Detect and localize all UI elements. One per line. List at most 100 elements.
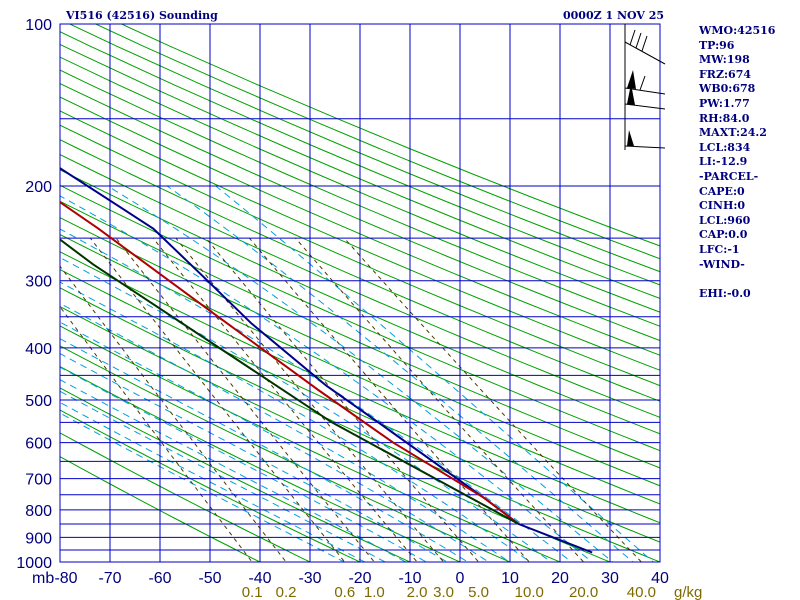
temperature-tick-label: 20 [551, 570, 569, 587]
moist-adiabat-line [60, 338, 469, 562]
mixing-ratio-line [115, 237, 376, 562]
temperature-tick-label: -80 [54, 570, 77, 587]
moist-adiabat-line [60, 256, 552, 562]
dry-adiabat-line [60, 432, 312, 562]
mixing-ratio-unit-label: g/kg [674, 584, 702, 600]
sounding-stats-panel: WMO:42516 TP:96 MW:198 FRZ:674 WB0:678 PW:1.7… [699, 24, 775, 301]
temperature-tick-label: 40 [651, 570, 669, 587]
dewpoint-profile-line [60, 201, 520, 525]
temperature-tick-label: -30 [298, 570, 321, 587]
dry-adiabat-line [60, 251, 660, 524]
wind-barb-icon [624, 84, 666, 110]
pressure-tick-label: 200 [25, 179, 52, 196]
stat-item: LFC:-1 [699, 242, 740, 256]
dry-adiabat-line [60, 409, 362, 562]
stat-item: CAPE:0 [699, 184, 745, 198]
pressure-tick-label: 100 [25, 17, 52, 34]
stat-item: CINH:0 [699, 199, 746, 213]
dry-adiabat-line [94, 24, 660, 260]
mixing-ratio-label: 40.0 [627, 584, 656, 600]
stat-item: LCL:834 [699, 140, 751, 154]
moist-adiabat-line [60, 366, 428, 562]
moist-adiabat-line [60, 401, 366, 562]
stat-item: LI:-12.9 [699, 155, 748, 169]
moist-adiabat-line [166, 185, 634, 562]
temperature-tick-label: -20 [348, 570, 371, 587]
moist-adiabat-line [60, 228, 573, 562]
pressure-tick-label: 800 [25, 503, 52, 520]
sounding-timestamp: 0000Z 1 NOV 25 [563, 9, 665, 22]
mixing-ratio-label: 5.0 [468, 584, 489, 600]
dry-adiabat-line [60, 456, 262, 562]
temperature-tick-label: -10 [398, 570, 421, 587]
moist-adiabat-line [60, 302, 511, 562]
mixing-ratio-line [60, 265, 287, 562]
stat-item: -WIND- [699, 257, 745, 271]
stat-item: LCL:960 [699, 213, 751, 227]
mixing-ratio-label: 3.0 [433, 584, 454, 600]
dry-adiabat-line [60, 287, 660, 562]
mixing-ratio-label: 0.6 [334, 584, 355, 600]
pressure-unit-label: mb [32, 570, 54, 587]
temperature-tick-label: -70 [98, 570, 121, 587]
mixing-ratio-label: 0.2 [276, 584, 297, 600]
stat-item: FRZ:674 [699, 67, 752, 81]
mixing-ratio-label: 20.0 [569, 584, 598, 600]
temperature-tick-label: -40 [248, 570, 271, 587]
moist-adiabat-line [60, 281, 532, 562]
pressure-tick-label: 900 [25, 530, 52, 547]
plot-frame [59, 23, 661, 563]
wind-barb-icon [624, 29, 666, 65]
pressure-tick-label: 700 [25, 472, 52, 489]
dry-adiabat-line [60, 268, 660, 543]
mixing-ratio-label: 0.1 [242, 584, 263, 600]
wind-barb-icon [624, 130, 666, 149]
temperature-tick-label: 30 [601, 570, 619, 587]
dry-adiabat-line [60, 306, 612, 562]
stat-item: RH:84.0 [699, 111, 750, 125]
moist-adiabat-line [60, 390, 387, 562]
dry-adiabat-line [68, 24, 660, 273]
pressure-temperature-grid [59, 23, 661, 563]
mixing-ratio-label: 2.0 [407, 584, 428, 600]
moist-adiabat-line [60, 353, 449, 562]
temperature-tick-label: -60 [148, 570, 171, 587]
parcel-profile-line [60, 238, 520, 525]
dry-adiabat-line [60, 56, 660, 313]
pressure-tick-label: 600 [25, 436, 52, 453]
moist-adiabat-line [107, 185, 614, 562]
chart-title: VI516 (42516) Sounding [66, 9, 218, 22]
moist-adiabat-line [60, 195, 593, 562]
pressure-tick-label: 300 [25, 274, 52, 291]
moist-adiabat-line [60, 379, 407, 562]
stat-item: EHI:-0.0 [699, 286, 751, 300]
dry-adiabat-line [60, 345, 512, 562]
sounding-profiles [60, 167, 593, 554]
mixing-ratio-label: 10.0 [515, 584, 544, 600]
stat-item: TP:96 [699, 38, 735, 52]
temperature-tick-label: -50 [198, 570, 221, 587]
temperature-tick-label: 10 [501, 570, 519, 587]
dry-adiabat-line [60, 325, 562, 562]
stat-item: WB0:678 [699, 82, 756, 96]
temperature-tick-label: 0 [456, 570, 465, 587]
mixing-ratio-label: 1.0 [364, 584, 385, 600]
stat-item: MW:198 [699, 53, 750, 67]
pressure-tick-label: 400 [25, 341, 52, 358]
wind-barbs [624, 24, 666, 150]
mixing-ratio-line [249, 237, 530, 562]
pressure-tick-label: 1000 [16, 555, 52, 572]
stat-item: PW:1.77 [699, 96, 750, 110]
moist-adiabat-line [60, 412, 346, 562]
stat-item: WMO:42516 [699, 24, 776, 37]
stat-item: CAP:0.0 [699, 228, 748, 242]
moist-adiabats [60, 185, 655, 562]
moist-adiabat-line [215, 185, 655, 562]
mixing-ratio-lines [60, 237, 643, 562]
moist-adiabat-line [60, 321, 490, 562]
mixing-ratio-line [89, 237, 346, 562]
stat-item: -PARCEL- [699, 169, 759, 183]
pressure-tick-label: 500 [25, 393, 52, 410]
